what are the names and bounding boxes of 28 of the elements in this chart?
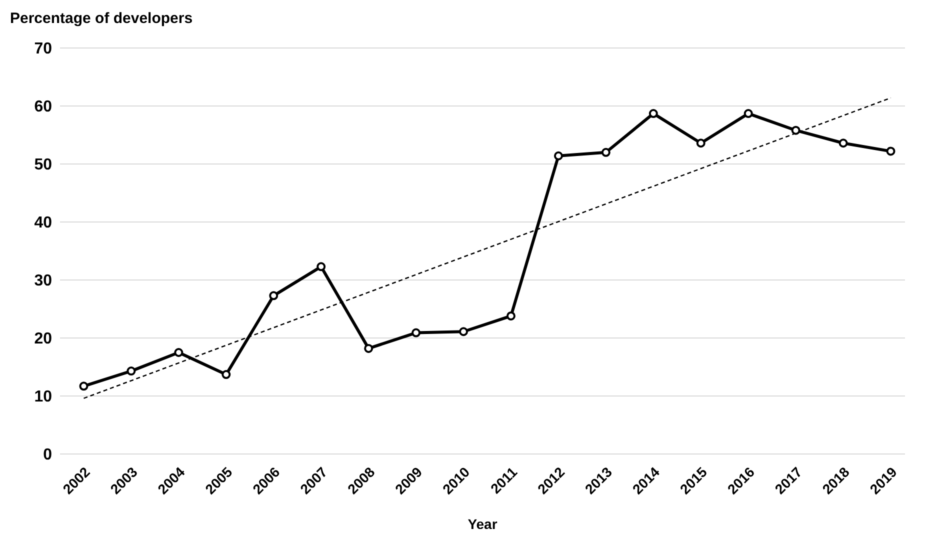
point — [886, 146, 896, 156]
y-axis-title: Percentage of developers — [10, 10, 193, 27]
y-tick-label: 30 — [34, 272, 52, 290]
point — [126, 366, 136, 376]
y-tick-label: 20 — [34, 330, 52, 348]
point — [838, 138, 848, 148]
y-tick-label: 50 — [34, 156, 52, 174]
point — [648, 109, 658, 118]
point — [791, 126, 800, 135]
point — [222, 370, 231, 380]
point — [744, 109, 753, 118]
x-axis-title: Year — [468, 516, 498, 532]
point — [79, 382, 88, 391]
point — [412, 328, 421, 338]
point — [174, 348, 184, 357]
point — [506, 311, 516, 320]
y-tick-label: 60 — [34, 98, 52, 116]
y-tick-label: 10 — [34, 388, 52, 406]
point — [364, 344, 374, 353]
y-tick-label: 40 — [34, 214, 52, 232]
y-tick-label: 70 — [34, 40, 52, 58]
point — [696, 138, 706, 148]
point — [554, 151, 563, 160]
point — [459, 327, 468, 336]
y-tick-label: 0 — [43, 446, 52, 464]
point — [269, 291, 278, 300]
point — [601, 148, 610, 157]
point — [316, 262, 326, 272]
